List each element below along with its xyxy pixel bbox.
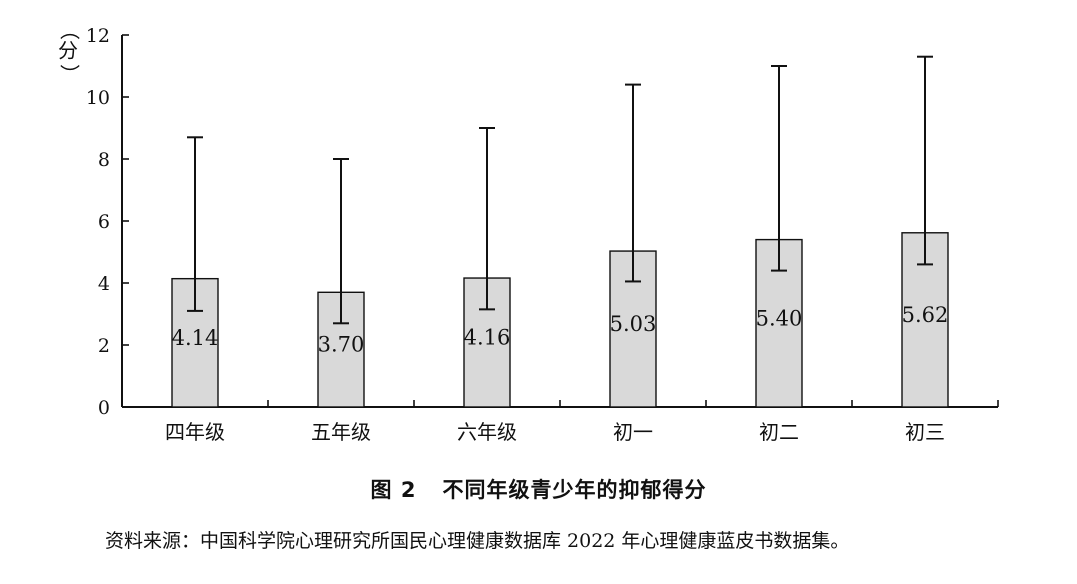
category-label: 六年级 — [457, 420, 517, 444]
bar-value-label: 5.62 — [902, 303, 949, 327]
y-tick-label: 0 — [98, 397, 110, 419]
bar-value-label: 5.03 — [610, 312, 657, 336]
bar-value-label: 3.70 — [318, 333, 365, 357]
y-tick-label: 10 — [86, 87, 110, 109]
y-tick-label: 8 — [98, 149, 110, 171]
depression-score-chart: 0 2 4 6 8 10 12 四年级 五年级 六年级 初一 初二 初三 4.14 3.70 4.16 5.… — [58, 20, 999, 444]
y-axis-label-char: （ — [58, 20, 82, 40]
category-label: 五年级 — [311, 420, 371, 444]
bars: 4.14 3.70 4.16 5.03 5.40 5.62 — [171, 55, 949, 408]
category-label: 初二 — [759, 420, 799, 444]
y-tick-label: 4 — [98, 273, 110, 295]
category-label: 四年级 — [165, 420, 225, 444]
y-axis-label-char: ） — [58, 64, 82, 84]
bar-value-label: 4.14 — [172, 326, 219, 350]
y-axis: 0 2 4 6 8 10 12 — [86, 25, 129, 419]
y-axis-label-char: 分 — [58, 39, 78, 63]
x-axis: 四年级 五年级 六年级 初一 初二 初三 — [121, 400, 999, 444]
bar-value-label: 4.16 — [464, 326, 511, 350]
bar — [171, 277, 219, 408]
figure-number: 图 2 — [370, 478, 417, 502]
data-source-note: 资料来源：中国科学院心理研究所国民心理健康数据库 2022 年心理健康蓝皮书数据… — [105, 530, 850, 552]
y-axis-label: （分） — [58, 20, 82, 84]
y-tick-label: 12 — [86, 25, 110, 47]
y-tick-label: 2 — [98, 335, 110, 357]
bar-value-label: 5.40 — [756, 306, 803, 330]
figure-title: 不同年级青少年的抑郁得分 — [442, 478, 707, 502]
y-tick-label: 6 — [98, 211, 110, 233]
category-label: 初一 — [613, 420, 653, 444]
category-label: 初三 — [905, 420, 945, 444]
figure-caption: 图 2 不同年级青少年的抑郁得分 — [0, 474, 1077, 504]
